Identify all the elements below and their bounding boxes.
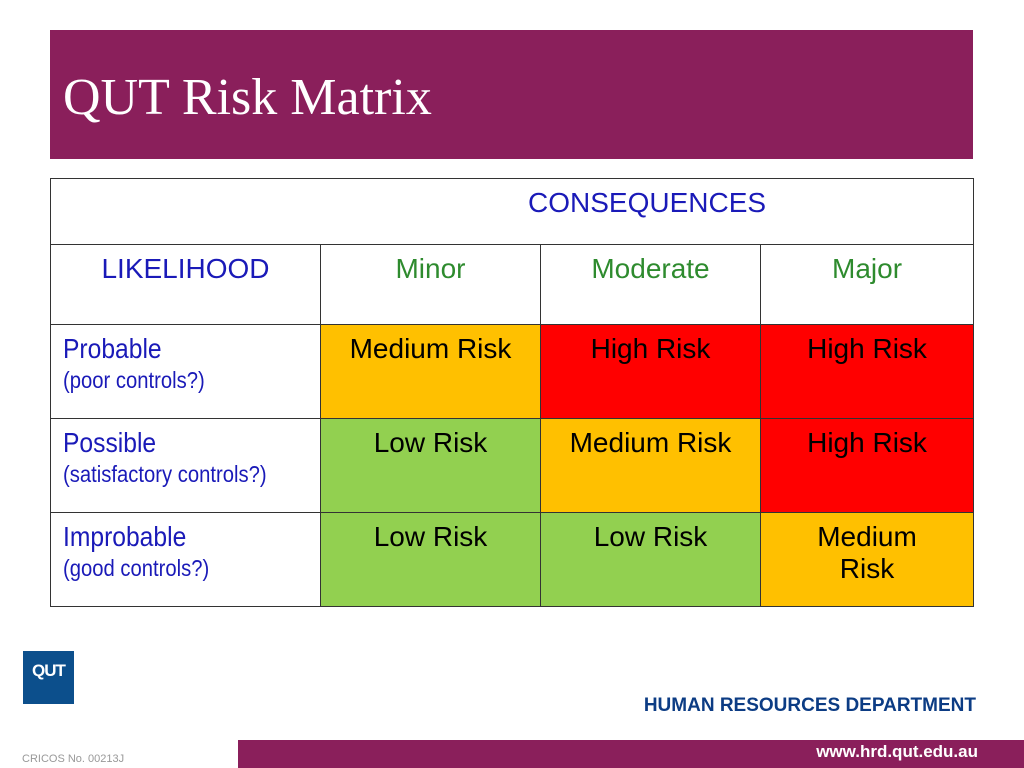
row-sublabel: (good controls?) bbox=[63, 555, 210, 581]
footer-strip bbox=[0, 740, 238, 768]
page-title: QUT Risk Matrix bbox=[63, 69, 432, 126]
website-url[interactable]: www.hrd.qut.edu.au bbox=[816, 742, 978, 761]
column-header-moderate: Moderate bbox=[540, 244, 761, 325]
row-label: Probable bbox=[63, 333, 162, 364]
table-row: Improbable (good controls?) Low Risk Low… bbox=[50, 512, 975, 607]
risk-cell: Low Risk bbox=[320, 512, 541, 607]
likelihood-header: LIKELIHOOD bbox=[50, 244, 321, 325]
row-header-probable: Probable (poor controls?) bbox=[50, 324, 321, 419]
risk-matrix-table: CONSEQUENCES LIKELIHOOD Minor Moderate M… bbox=[49, 178, 975, 607]
risk-cell: High Risk bbox=[759, 324, 975, 419]
column-header-major: Major bbox=[759, 244, 975, 325]
qut-logo: QUT bbox=[23, 651, 74, 704]
footer-bar bbox=[0, 740, 1024, 768]
risk-cell: High Risk bbox=[540, 324, 761, 419]
row-label: Possible bbox=[63, 427, 157, 458]
logo-text: QUT bbox=[32, 661, 66, 680]
consequences-label: CONSEQUENCES bbox=[528, 187, 767, 218]
row-header-improbable: Improbable (good controls?) bbox=[50, 512, 321, 607]
consequences-header: CONSEQUENCES bbox=[49, 178, 975, 245]
table-row: Probable (poor controls?) Medium Risk Hi… bbox=[50, 324, 975, 419]
row-header-possible: Possible (satisfactory controls?) bbox=[50, 418, 321, 513]
row-label: Improbable bbox=[63, 521, 187, 552]
department-name: HUMAN RESOURCES DEPARTMENT bbox=[643, 695, 976, 716]
title-bar: QUT Risk Matrix bbox=[50, 30, 973, 159]
risk-cell: Low Risk bbox=[320, 418, 541, 513]
table-row: CONSEQUENCES bbox=[49, 178, 975, 245]
risk-cell: Medium Risk bbox=[540, 418, 761, 513]
risk-cell: Medium Risk bbox=[320, 324, 541, 419]
table-row: LIKELIHOOD Minor Moderate Major bbox=[50, 244, 975, 325]
risk-cell: Medium Risk bbox=[759, 512, 975, 607]
row-sublabel: (poor controls?) bbox=[63, 367, 205, 393]
table-row: Possible (satisfactory controls?) Low Ri… bbox=[50, 418, 975, 513]
row-sublabel: (satisfactory controls?) bbox=[63, 461, 267, 487]
risk-cell: High Risk bbox=[759, 418, 975, 513]
cricos-number: CRICOS No. 00213J bbox=[22, 753, 125, 765]
risk-cell: Low Risk bbox=[540, 512, 761, 607]
column-header-minor: Minor bbox=[320, 244, 541, 325]
